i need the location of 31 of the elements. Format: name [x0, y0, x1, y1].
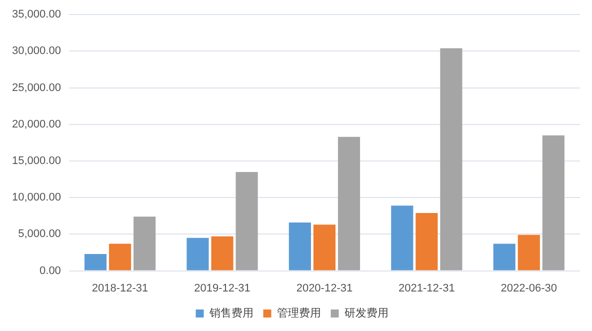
- bar: [338, 136, 360, 270]
- y-tick-label: 20,000.00: [12, 118, 61, 130]
- legend-label: 销售费用: [208, 306, 254, 320]
- bar: [288, 222, 311, 270]
- y-tick-label: 30,000.00: [12, 45, 61, 58]
- bar: [313, 224, 336, 270]
- x-tick-label: 2022-06-30: [500, 282, 558, 294]
- bar: [134, 216, 156, 270]
- legend-label: 管理费用: [276, 306, 321, 320]
- legend-label: 研发费用: [344, 306, 388, 320]
- x-tick-label: 2020-12-31: [296, 282, 353, 294]
- bar: [440, 48, 462, 270]
- y-tick-label: 5,000.00: [18, 228, 61, 240]
- y-tick-label: 10,000.00: [12, 192, 61, 204]
- bar: [211, 236, 234, 270]
- bar: [518, 234, 540, 270]
- bar: [416, 212, 438, 270]
- x-tick-label: 2018-12-31: [92, 282, 148, 294]
- bar: [186, 238, 209, 270]
- x-tick-label: 2019-12-31: [194, 282, 250, 294]
- bar: [84, 254, 107, 270]
- bar: [493, 244, 516, 270]
- y-tick-label: 0.00: [40, 264, 61, 277]
- y-tick-label: 25,000.00: [12, 82, 61, 94]
- bar: [109, 244, 132, 270]
- y-tick-label: 35,000.00: [12, 8, 61, 21]
- bar: [391, 206, 414, 270]
- bar: [236, 172, 258, 270]
- x-tick-label: 2021-12-31: [398, 282, 455, 294]
- y-tick-label: 15,000.00: [12, 155, 61, 168]
- bar: [542, 135, 564, 270]
